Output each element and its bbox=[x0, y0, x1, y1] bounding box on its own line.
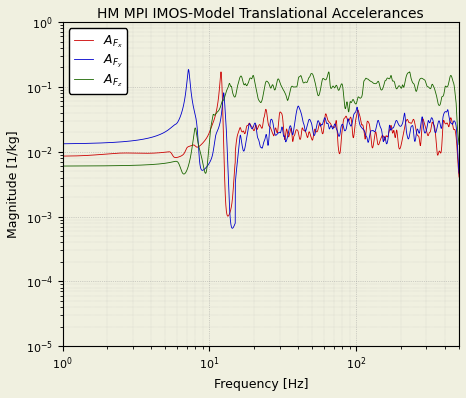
$A_{F_y}$ bbox=[60, 141, 65, 146]
$A_{F_z}$ bbox=[407, 70, 412, 74]
$A_{F_x}$ bbox=[105, 152, 110, 156]
$A_{F_z}$ bbox=[229, 86, 235, 91]
$A_{F_x}$ bbox=[456, 175, 462, 179]
$A_{F_x}$ bbox=[406, 120, 411, 125]
$A_{F_y}$ bbox=[212, 139, 218, 143]
Legend: $A_{F_x}$, $A_{F_y}$, $A_{F_z}$: $A_{F_x}$, $A_{F_y}$, $A_{F_z}$ bbox=[69, 28, 128, 94]
Line: $A_{F_z}$: $A_{F_z}$ bbox=[62, 72, 459, 174]
$A_{F_z}$ bbox=[60, 164, 65, 168]
$A_{F_y}$ bbox=[186, 67, 192, 72]
$A_{F_y}$ bbox=[105, 140, 110, 145]
$A_{F_z}$ bbox=[212, 113, 218, 117]
$A_{F_z}$ bbox=[406, 70, 411, 75]
$A_{F_z}$ bbox=[129, 163, 134, 168]
$A_{F_z}$ bbox=[105, 164, 110, 168]
$A_{F_y}$ bbox=[230, 226, 235, 231]
$A_{F_x}$ bbox=[60, 154, 65, 158]
Line: $A_{F_x}$: $A_{F_x}$ bbox=[62, 72, 459, 216]
Line: $A_{F_y}$: $A_{F_y}$ bbox=[62, 70, 459, 228]
$A_{F_x}$ bbox=[229, 200, 235, 205]
$A_{F_y}$ bbox=[456, 171, 462, 176]
$A_{F_x}$ bbox=[129, 151, 134, 156]
$A_{F_z}$ bbox=[181, 172, 187, 176]
$A_{F_y}$ bbox=[449, 121, 454, 126]
$A_{F_x}$ bbox=[449, 117, 454, 122]
$A_{F_x}$ bbox=[212, 116, 218, 121]
$A_{F_z}$ bbox=[449, 74, 454, 79]
$A_{F_z}$ bbox=[456, 142, 462, 147]
X-axis label: Frequency [Hz]: Frequency [Hz] bbox=[213, 378, 308, 391]
Title: HM MPI IMOS-Model Translational Accelerances: HM MPI IMOS-Model Translational Accelera… bbox=[97, 7, 424, 21]
$A_{F_x}$ bbox=[218, 70, 224, 74]
$A_{F_y}$ bbox=[129, 139, 134, 143]
Y-axis label: Magnitude [1/kg]: Magnitude [1/kg] bbox=[7, 130, 20, 238]
$A_{F_x}$ bbox=[225, 214, 231, 219]
$A_{F_y}$ bbox=[229, 226, 235, 230]
$A_{F_y}$ bbox=[406, 136, 411, 140]
